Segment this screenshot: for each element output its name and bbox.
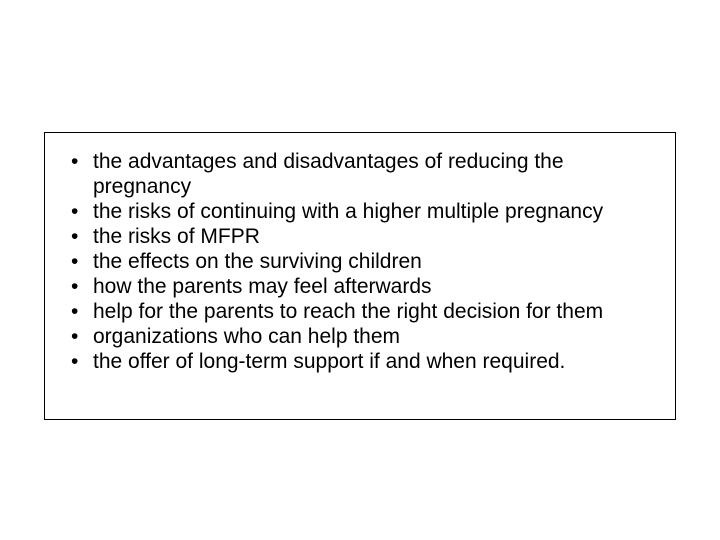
bullet-list: the advantages and disadvantages of redu…	[65, 149, 655, 374]
slide: the advantages and disadvantages of redu…	[0, 0, 720, 540]
list-item: the advantages and disadvantages of redu…	[65, 149, 655, 199]
list-item: how the parents may feel afterwards	[65, 274, 655, 299]
list-item: help for the parents to reach the right …	[65, 299, 655, 324]
list-item: the effects on the surviving children	[65, 249, 655, 274]
list-item: the risks of MFPR	[65, 224, 655, 249]
content-box: the advantages and disadvantages of redu…	[44, 132, 676, 420]
list-item: the offer of long-term support if and wh…	[65, 349, 655, 374]
list-item: the risks of continuing with a higher mu…	[65, 199, 655, 224]
list-item: organizations who can help them	[65, 324, 655, 349]
